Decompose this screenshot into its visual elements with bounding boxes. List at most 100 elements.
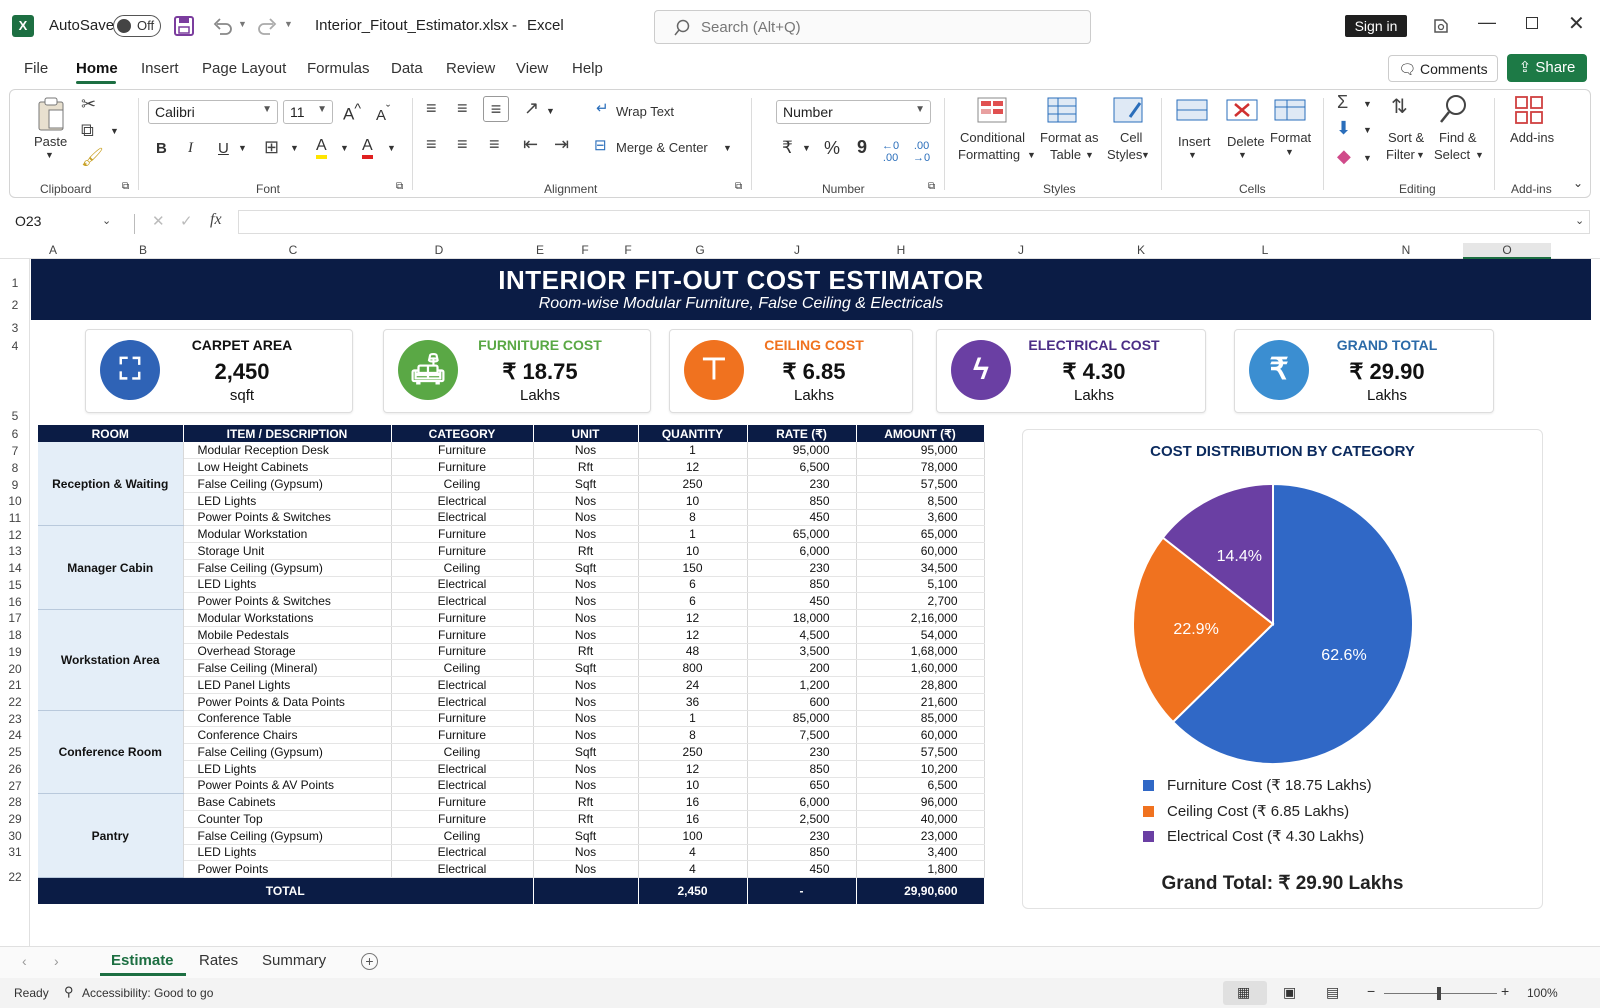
category-cell[interactable]: Electrical: [391, 576, 534, 594]
maximize-icon[interactable]: [1526, 17, 1538, 29]
row-header[interactable]: 14: [8, 561, 22, 575]
search-box[interactable]: Search (Alt+Q): [654, 10, 1091, 44]
category-cell[interactable]: Electrical: [391, 860, 534, 878]
category-cell[interactable]: Ceiling: [391, 559, 534, 577]
increase-decimal-icon[interactable]: ←0.00: [882, 140, 900, 164]
rate-cell[interactable]: 850: [747, 576, 857, 594]
row-header[interactable]: 20: [8, 662, 22, 676]
item-cell[interactable]: Storage Unit: [183, 542, 392, 560]
page-layout-view-icon[interactable]: ▣: [1283, 984, 1297, 1000]
insert-dropdown-icon[interactable]: ▼: [1188, 150, 1197, 160]
copy-dropdown-icon[interactable]: ▼: [110, 126, 119, 136]
unit-cell[interactable]: Nos: [533, 676, 639, 694]
menu-review[interactable]: Review: [446, 60, 496, 77]
category-cell[interactable]: Ceiling: [391, 659, 534, 677]
column-header[interactable]: J: [1018, 243, 1024, 257]
category-cell[interactable]: Furniture: [391, 710, 534, 728]
merge-icon[interactable]: ⊟: [594, 137, 607, 154]
amount-cell[interactable]: 10,200: [856, 760, 985, 778]
amount-cell[interactable]: 34,500: [856, 559, 985, 577]
font-size-select[interactable]: 11 ▼: [283, 100, 333, 124]
item-cell[interactable]: False Ceiling (Mineral): [183, 659, 392, 677]
signin-button[interactable]: Sign in: [1345, 15, 1407, 37]
amount-cell[interactable]: 57,500: [856, 743, 985, 761]
rate-cell[interactable]: 18,000: [747, 609, 857, 627]
room-cell[interactable]: Pantry: [38, 793, 184, 878]
unit-cell[interactable]: Nos: [533, 860, 639, 878]
autosum-dropdown-icon[interactable]: ▼: [1363, 99, 1372, 109]
total-quantity[interactable]: 2,450: [638, 877, 748, 904]
unit-cell[interactable]: Nos: [533, 609, 639, 627]
item-cell[interactable]: Power Points & Switches: [183, 592, 392, 610]
amount-cell[interactable]: 2,16,000: [856, 609, 985, 627]
align-center-icon[interactable]: ≡: [457, 134, 468, 154]
conditional-formatting-icon[interactable]: [976, 95, 1008, 125]
unit-cell[interactable]: Sqft: [533, 559, 639, 577]
row-header[interactable]: 8: [11, 461, 19, 475]
sort-filter-icon[interactable]: ⇅: [1391, 96, 1408, 118]
format-cells-icon[interactable]: [1273, 96, 1307, 124]
column-header[interactable]: N: [1401, 243, 1411, 257]
column-header[interactable]: G: [695, 243, 705, 257]
borders-icon[interactable]: ⊞: [264, 137, 280, 157]
item-cell[interactable]: Modular Reception Desk: [183, 442, 392, 460]
rate-cell[interactable]: 850: [747, 492, 857, 510]
row-header[interactable]: 21: [8, 678, 22, 692]
item-cell[interactable]: LED Panel Lights: [183, 676, 392, 694]
borders-dropdown-icon[interactable]: ▼: [290, 143, 299, 153]
fill-dropdown-icon[interactable]: ▼: [1363, 125, 1372, 135]
format-table-dropdown-icon[interactable]: ▼: [1085, 150, 1094, 160]
sort-filter-label-2[interactable]: Filter: [1386, 147, 1415, 162]
quantity-cell[interactable]: 1: [638, 525, 748, 543]
align-middle-icon[interactable]: ≡: [457, 98, 468, 118]
item-cell[interactable]: Power Points & Switches: [183, 509, 392, 527]
cell-styles-label-1[interactable]: Cell: [1120, 130, 1143, 145]
enter-icon[interactable]: ✓: [180, 213, 193, 230]
amount-cell[interactable]: 3,400: [856, 844, 985, 862]
name-box-dropdown-icon[interactable]: ⌄: [102, 215, 112, 227]
quantity-cell[interactable]: 6: [638, 576, 748, 594]
scroll-right-icon[interactable]: ›: [54, 953, 59, 969]
total-unit-cell[interactable]: [533, 877, 639, 904]
rate-cell[interactable]: 230: [747, 475, 857, 493]
quantity-cell[interactable]: 16: [638, 810, 748, 828]
cut-icon[interactable]: ✂: [81, 94, 97, 114]
row-header[interactable]: 30: [8, 829, 22, 843]
column-header[interactable]: J: [794, 243, 800, 257]
unit-cell[interactable]: Nos: [533, 777, 639, 795]
category-cell[interactable]: Ceiling: [391, 743, 534, 761]
quantity-cell[interactable]: 12: [638, 626, 748, 644]
row-header[interactable]: 22: [8, 870, 22, 884]
rate-cell[interactable]: 4,500: [747, 626, 857, 644]
wrap-text-icon[interactable]: ↵: [596, 100, 609, 117]
item-cell[interactable]: Base Cabinets: [183, 793, 392, 811]
cell-styles-label-2[interactable]: Styles: [1107, 147, 1143, 162]
unit-cell[interactable]: Sqft: [533, 475, 639, 493]
amount-cell[interactable]: 96,000: [856, 793, 985, 811]
quantity-cell[interactable]: 250: [638, 475, 748, 493]
unit-cell[interactable]: Rft: [533, 542, 639, 560]
amount-cell[interactable]: 1,60,000: [856, 659, 985, 677]
accessibility-status[interactable]: Accessibility: Good to go: [82, 986, 214, 1000]
category-cell[interactable]: Furniture: [391, 643, 534, 661]
formula-input[interactable]: [238, 210, 1590, 234]
column-header[interactable]: D: [434, 243, 444, 257]
addins-icon[interactable]: [1513, 94, 1545, 126]
room-cell[interactable]: Manager Cabin: [38, 525, 184, 610]
amount-cell[interactable]: 21,600: [856, 693, 985, 711]
add-sheet-icon[interactable]: +: [361, 953, 378, 970]
item-cell[interactable]: False Ceiling (Gypsum): [183, 559, 392, 577]
zoom-out-button[interactable]: −: [1367, 983, 1376, 999]
clear-dropdown-icon[interactable]: ▼: [1363, 153, 1372, 163]
grow-font-icon[interactable]: A^: [343, 101, 361, 124]
find-select-label-1[interactable]: Find &: [1439, 130, 1477, 145]
cell-styles-dropdown-icon[interactable]: ▼: [1141, 150, 1150, 160]
autosave-toggle[interactable]: Off: [113, 15, 161, 37]
category-cell[interactable]: Furniture: [391, 810, 534, 828]
find-dropdown-icon[interactable]: ▼: [1475, 150, 1484, 160]
row-header[interactable]: 10: [8, 494, 22, 508]
item-cell[interactable]: False Ceiling (Gypsum): [183, 475, 392, 493]
row-header[interactable]: 12: [8, 528, 22, 542]
delete-dropdown-icon[interactable]: ▼: [1238, 150, 1247, 160]
unit-cell[interactable]: Rft: [533, 810, 639, 828]
